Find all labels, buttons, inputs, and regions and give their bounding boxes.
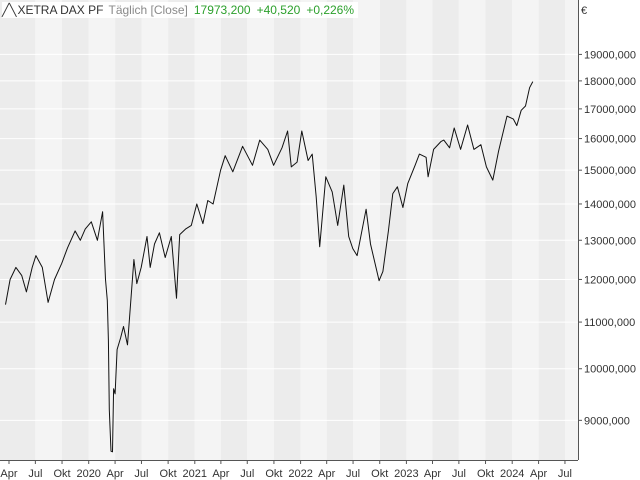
quarter-band [0, 0, 9, 460]
quarter-band [458, 0, 486, 460]
quarter-band [247, 0, 274, 460]
y-tick-label: 19000,000 [584, 49, 636, 61]
change-percent: +0,226% [306, 3, 355, 17]
quarter-band [8, 0, 36, 460]
x-tick-label: Okt [371, 468, 388, 480]
quarter-band [485, 0, 513, 460]
quarter-band [115, 0, 142, 460]
quarter-band [300, 0, 327, 460]
x-tick-label: 2024 [500, 468, 524, 480]
x-tick-label: Apr [530, 468, 547, 480]
x-tick-label: Jul [28, 468, 42, 480]
x-tick-label: Apr [212, 468, 229, 480]
y-tick-label: 11000,000 [584, 317, 635, 329]
quarter-band [564, 0, 578, 460]
quarter-band [88, 0, 116, 460]
series-line [5, 81, 534, 453]
x-tick-label: Jul [134, 468, 148, 480]
x-tick-label: Okt [160, 468, 177, 480]
y-tick-label: 16000,000 [584, 134, 636, 146]
instrument-name: XETRA DAX PF [17, 3, 104, 17]
quarter-band [194, 0, 221, 460]
frequency-label: Täglich [Close] [108, 3, 188, 17]
last-close-value: 17973,200 [193, 3, 251, 17]
quarter-band [406, 0, 433, 460]
y-tick-label: 18000,000 [584, 76, 636, 88]
change-value: +40,520 [256, 3, 301, 17]
x-tick-label: Jul [558, 468, 572, 480]
quarter-band [168, 0, 195, 460]
x-tick-label: Okt [53, 468, 70, 480]
x-tick-label: Apr [318, 468, 335, 480]
y-unit-label: € [581, 5, 587, 17]
quarter-band [379, 0, 407, 460]
y-tick-label: 12000,000 [584, 274, 636, 286]
gridlines [0, 53, 578, 421]
quarter-bands [0, 0, 578, 460]
x-tick-label: 2022 [288, 468, 312, 480]
y-tick-label: 9000,000 [584, 415, 630, 427]
y-tick-label: 13000,000 [584, 235, 636, 247]
x-tick-label: Jul [240, 468, 254, 480]
quarter-band [512, 0, 539, 460]
y-tick-label: 10000,000 [584, 364, 636, 376]
quarter-band [353, 0, 380, 460]
chart-legend: ╱╲ XETRA DAX PF Täglich [Close] 17973,20… [2, 2, 359, 18]
x-tick-label: Apr [424, 468, 441, 480]
x-tick-label: Apr [107, 468, 124, 480]
x-tick-label: Okt [477, 468, 494, 480]
x-tick-label: 2023 [394, 468, 418, 480]
quarter-band [141, 0, 169, 460]
y-tick-label: 17000,000 [584, 104, 636, 116]
series-layer [5, 81, 534, 453]
x-tick-label: 2020 [76, 468, 100, 480]
y-tick-label: 14000,000 [584, 199, 636, 211]
quarter-band [62, 0, 89, 460]
line-chart-icon: ╱╲ [2, 3, 17, 17]
quarter-band [273, 0, 301, 460]
x-tick-label: Apr [0, 468, 17, 480]
quarter-band [538, 0, 565, 460]
x-tick-label: Okt [265, 468, 282, 480]
x-tick-label: Jul [346, 468, 360, 480]
quarter-band [35, 0, 63, 460]
x-tick-label: Jul [452, 468, 466, 480]
quarter-band [326, 0, 354, 460]
x-tick-label: 2021 [183, 468, 207, 480]
quarter-band [432, 0, 459, 460]
y-tick-label: 15000,000 [584, 165, 636, 177]
quarter-band [220, 0, 248, 460]
